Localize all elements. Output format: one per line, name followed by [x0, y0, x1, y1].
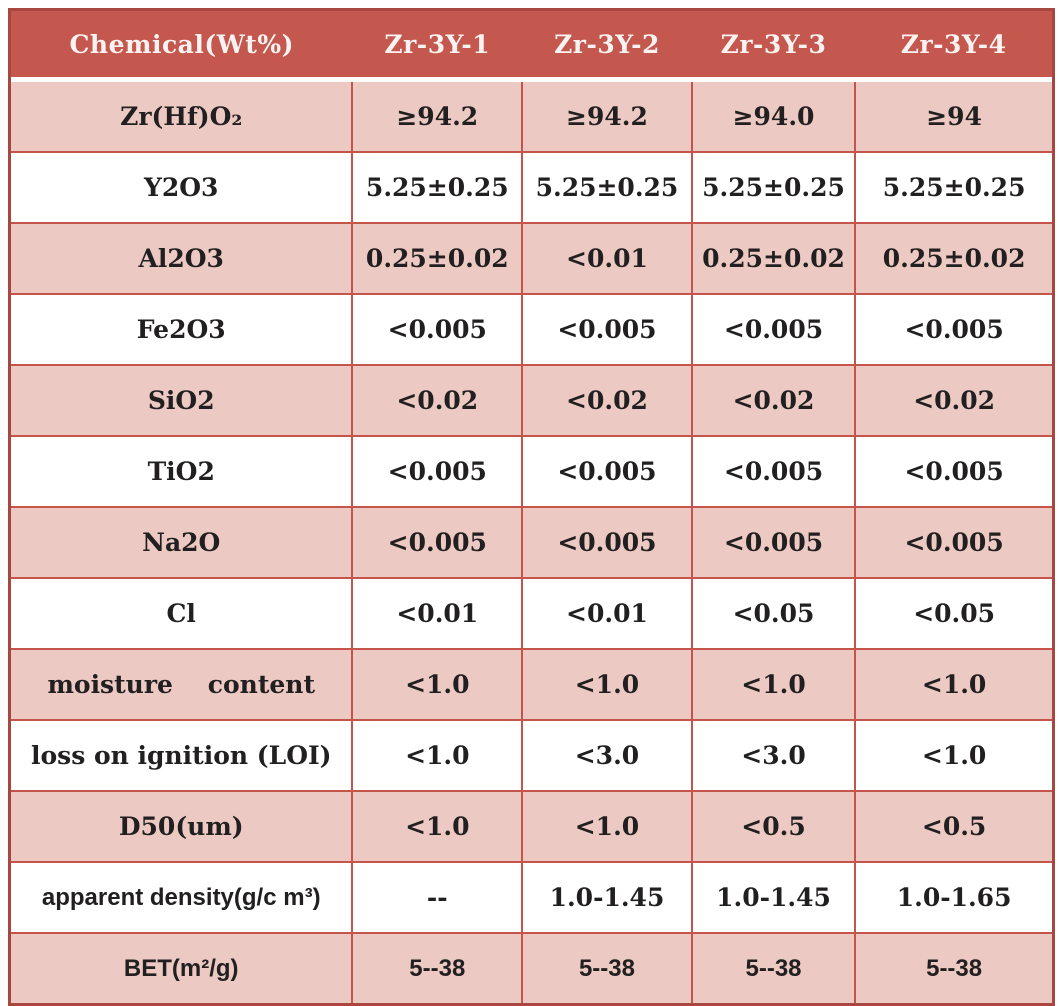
cell: <0.02 [854, 364, 1052, 437]
column-header-zr-3y-1: Zr-3Y-1 [352, 11, 523, 82]
cell: <0.005 [690, 435, 857, 508]
cell: <0.5 [690, 790, 857, 863]
row-label: loss on ignition (LOI) [11, 719, 354, 792]
table-row-bet: BET(m²/g) 5--38 5--38 5--38 5--38 [11, 932, 1052, 1003]
row-label: moisture content [11, 648, 354, 721]
row-label: BET(m²/g) [11, 932, 354, 1003]
cell: ≥94.2 [521, 79, 693, 153]
cell: <3.0 [690, 719, 857, 792]
cell: <0.005 [351, 293, 524, 366]
cell: <1.0 [351, 790, 524, 863]
cell: <0.005 [521, 506, 693, 579]
cell: <1.0 [854, 719, 1052, 792]
table-row-zrhfo2: Zr(Hf)O₂ ≥94.2 ≥94.2 ≥94.0 ≥94 [11, 79, 1052, 153]
cell: <0.01 [521, 577, 693, 650]
table-row-na2o: Na2O <0.005 <0.005 <0.005 <0.005 [11, 506, 1052, 579]
cell: 0.25±0.02 [690, 222, 857, 295]
cell: <1.0 [351, 648, 524, 721]
chemical-spec-table: Chemical(Wt%) Zr-3Y-1 Zr-3Y-2 Zr-3Y-3 Zr… [11, 11, 1052, 1003]
cell: <0.005 [690, 506, 857, 579]
cell: <0.05 [690, 577, 857, 650]
row-label: apparent density(g/c m³) [11, 861, 354, 934]
header-row: Chemical(Wt%) Zr-3Y-1 Zr-3Y-2 Zr-3Y-3 Zr… [11, 11, 1052, 82]
cell: <0.5 [854, 790, 1052, 863]
column-header-zr-3y-2: Zr-3Y-2 [522, 11, 692, 82]
cell: <0.005 [854, 506, 1052, 579]
table-row-fe2o3: Fe2O3 <0.005 <0.005 <0.005 <0.005 [11, 293, 1052, 366]
cell: <3.0 [521, 719, 693, 792]
cell: 5.25±0.25 [690, 151, 857, 224]
cell: 5.25±0.25 [854, 151, 1052, 224]
table-row-y2o3: Y2O3 5.25±0.25 5.25±0.25 5.25±0.25 5.25±… [11, 151, 1052, 224]
cell: ≥94.0 [690, 79, 857, 153]
cell: <0.005 [351, 435, 524, 508]
row-label: Y2O3 [11, 151, 354, 224]
cell: 5.25±0.25 [521, 151, 693, 224]
cell: 0.25±0.02 [351, 222, 524, 295]
table-row-d50: D50(um) <1.0 <1.0 <0.5 <0.5 [11, 790, 1052, 863]
cell: <1.0 [690, 648, 857, 721]
table-row-moisture-content: moisture content <1.0 <1.0 <1.0 <1.0 [11, 648, 1052, 721]
cell: 5--38 [854, 932, 1052, 1003]
table-row-cl: Cl <0.01 <0.01 <0.05 <0.05 [11, 577, 1052, 650]
cell: <0.01 [521, 222, 693, 295]
cell: <1.0 [351, 719, 524, 792]
row-label: D50(um) [11, 790, 354, 863]
row-label: Na2O [11, 506, 354, 579]
cell: <1.0 [521, 790, 693, 863]
cell: <0.005 [690, 293, 857, 366]
table-row-al2o3: Al2O3 0.25±0.02 <0.01 0.25±0.02 0.25±0.0… [11, 222, 1052, 295]
cell: <0.01 [351, 577, 524, 650]
column-header-zr-3y-3: Zr-3Y-3 [691, 11, 856, 82]
column-header-zr-3y-4: Zr-3Y-4 [855, 11, 1052, 82]
cell: 5--38 [521, 932, 693, 1003]
cell: 5--38 [351, 932, 524, 1003]
cell: 5--38 [690, 932, 857, 1003]
row-label: Fe2O3 [11, 293, 354, 366]
row-label: Al2O3 [11, 222, 354, 295]
spec-table-container: Chemical(Wt%) Zr-3Y-1 Zr-3Y-2 Zr-3Y-3 Zr… [8, 8, 1055, 1006]
cell: <0.005 [854, 435, 1052, 508]
cell: ≥94.2 [351, 79, 524, 153]
cell: ≥94 [854, 79, 1052, 153]
row-label: SiO2 [11, 364, 354, 437]
cell: <0.005 [521, 435, 693, 508]
cell: <1.0 [854, 648, 1052, 721]
cell: <0.02 [690, 364, 857, 437]
cell: <0.005 [351, 506, 524, 579]
cell: 1.0-1.45 [521, 861, 693, 934]
cell: <0.005 [854, 293, 1052, 366]
cell: <0.02 [521, 364, 693, 437]
cell: <0.02 [351, 364, 524, 437]
table-row-sio2: SiO2 <0.02 <0.02 <0.02 <0.02 [11, 364, 1052, 437]
cell: -- [351, 861, 524, 934]
cell: <0.05 [854, 577, 1052, 650]
cell: <0.005 [521, 293, 693, 366]
table-row-loi: loss on ignition (LOI) <1.0 <3.0 <3.0 <1… [11, 719, 1052, 792]
table-row-apparent-density: apparent density(g/c m³) -- 1.0-1.45 1.0… [11, 861, 1052, 934]
row-label: Zr(Hf)O₂ [11, 79, 354, 153]
row-label: TiO2 [11, 435, 354, 508]
column-header-chemical: Chemical(Wt%) [11, 11, 353, 82]
cell: 1.0-1.65 [854, 861, 1052, 934]
table-row-tio2: TiO2 <0.005 <0.005 <0.005 <0.005 [11, 435, 1052, 508]
cell: 1.0-1.45 [690, 861, 857, 934]
cell: 5.25±0.25 [351, 151, 524, 224]
row-label: Cl [11, 577, 354, 650]
cell: <1.0 [521, 648, 693, 721]
cell: 0.25±0.02 [854, 222, 1052, 295]
